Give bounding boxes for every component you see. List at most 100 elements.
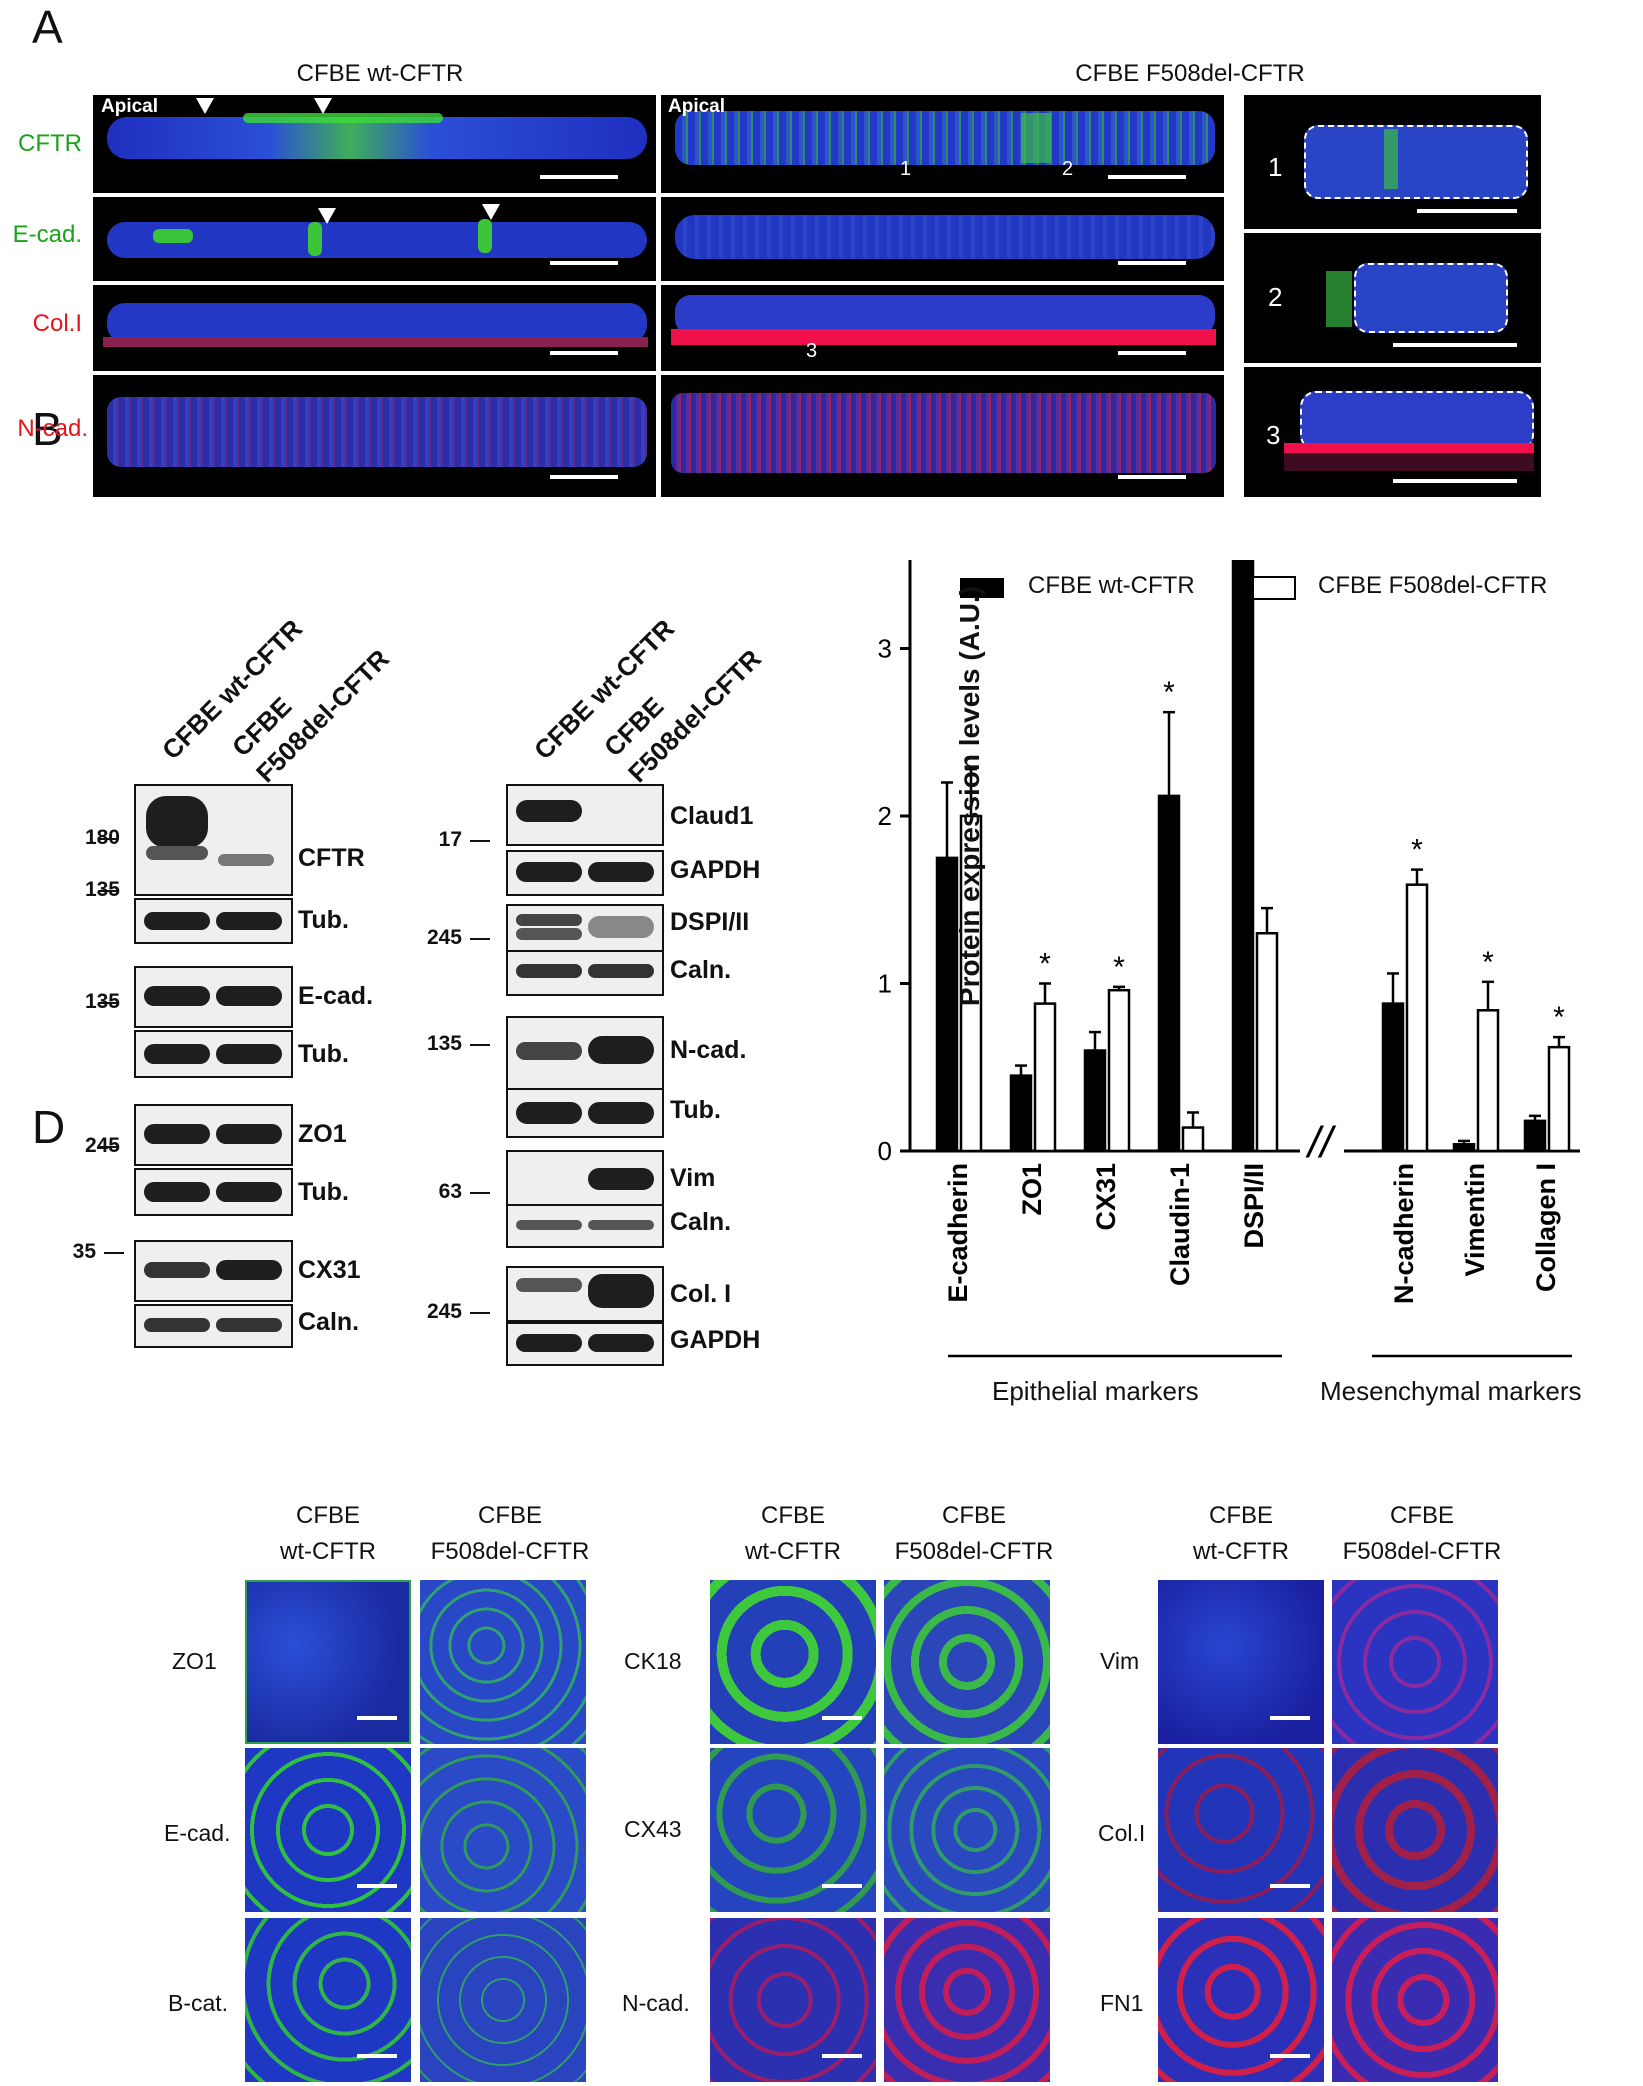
blot-claud1 — [506, 784, 664, 846]
arrowhead-icon — [318, 208, 336, 224]
arrowhead-icon — [482, 204, 500, 220]
bar — [1083, 1049, 1107, 1153]
apical-label-wt: Apical — [101, 96, 159, 117]
micrograph-wt-ncad — [93, 375, 656, 497]
zoom-label-3: 3 — [1266, 420, 1281, 450]
marker-1: 1 — [900, 158, 912, 180]
blot-label-cftr: CFTR — [298, 844, 365, 872]
arrowhead-icon — [314, 98, 332, 114]
mw-245: 245 — [84, 1134, 120, 1157]
blot-label-tub-2: Tub. — [298, 1040, 349, 1068]
significance-star: * — [1482, 946, 1494, 979]
micrograph-wt-cftr — [93, 95, 656, 193]
panel-a-row-cftr: CFTR — [18, 130, 82, 157]
tile-cx43-wt — [710, 1748, 876, 1912]
mw-tick — [98, 838, 118, 840]
zoom-label-1: 1 — [1268, 152, 1283, 182]
bar — [1547, 1045, 1571, 1153]
mw-63: 63 — [438, 1180, 462, 1203]
significance-star: * — [1039, 948, 1051, 981]
d3-row-fn1: FN1 — [1100, 1990, 1144, 2016]
blot-label-col1: Col. I — [670, 1280, 732, 1308]
blot-ncad — [506, 1016, 664, 1090]
marker-3: 3 — [806, 340, 818, 362]
d3-col1-bottom: wt-CFTR — [1193, 1538, 1289, 1565]
group-label-epithelial: Epithelial markers — [992, 1376, 1199, 1406]
apical-label-f508: Apical — [668, 96, 726, 117]
significance-star: * — [1163, 676, 1175, 709]
significance-star: * — [1553, 1001, 1565, 1034]
mw-180: 180 — [84, 826, 120, 849]
legend-label-wt: CFBE wt-CFTR — [1028, 572, 1195, 599]
tile-fn1-f508 — [1332, 1918, 1498, 2082]
mw-tick — [98, 1002, 118, 1004]
mw-tick — [104, 1252, 124, 1254]
panel-a-row-ecad: E-cad. — [12, 221, 82, 248]
d1-col2-top: CFBE — [477, 1502, 542, 1529]
bar-chart: 01234//E-cadherin*ZO1*CX31*Claudin-1*DSP… — [878, 560, 1580, 1358]
zoom-inset-1 — [1244, 95, 1541, 229]
blot-tub-3 — [134, 1168, 293, 1216]
mw-tick — [470, 938, 490, 940]
blot-label-caln-2: Caln. — [670, 956, 732, 984]
bar — [1009, 1074, 1033, 1153]
blot-label-gapdh-1: GAPDH — [670, 856, 761, 884]
blot-label-cx31: CX31 — [298, 1256, 361, 1284]
x-category-label: N-cadherin — [1389, 1163, 1419, 1304]
d3-col1-top: CFBE — [1208, 1502, 1273, 1529]
mw-17: 17 — [438, 828, 462, 851]
d2-col1-bottom: wt-CFTR — [745, 1538, 841, 1565]
d2-row-ncad: N-cad. — [622, 1990, 690, 2016]
d3-col2-bottom: F508del-CFTR — [1342, 1538, 1502, 1565]
d1-col1-bottom: wt-CFTR — [280, 1538, 376, 1565]
blot-vim — [506, 1150, 664, 1206]
significance-star: * — [1411, 834, 1423, 867]
panel-label-d: D — [32, 1101, 66, 1153]
blot-label-ncad: N-cad. — [670, 1036, 747, 1064]
d3-row-col: Col.I — [1098, 1820, 1146, 1846]
x-category-label: CX31 — [1091, 1163, 1121, 1231]
blot-col1 — [506, 1266, 664, 1322]
d3-col2-top: CFBE — [1389, 1502, 1454, 1529]
blot-label-dspi: DSPI/II — [670, 908, 750, 936]
bar — [1523, 1119, 1547, 1153]
micrograph-wt-ecad — [93, 197, 656, 281]
d2-row-cx43: CX43 — [624, 1816, 682, 1842]
blot-cftr — [134, 784, 293, 896]
mw-35: 35 — [72, 1240, 96, 1263]
d2-col2-top: CFBE — [941, 1502, 1006, 1529]
micrograph-f508-col — [661, 285, 1224, 371]
tile-ncad-wt — [710, 1918, 876, 2082]
tile-bcat-wt — [245, 1918, 411, 2082]
tile-fn1-wt — [1158, 1918, 1324, 2082]
bar — [1405, 883, 1429, 1153]
tile-col-wt — [1158, 1748, 1324, 1912]
mw-135-b: 135 — [84, 990, 120, 1013]
mw-tick — [470, 1192, 490, 1194]
mw-tick — [98, 890, 118, 892]
blot-label-gapdh-2: GAPDH — [670, 1326, 761, 1354]
d2-col1-top: CFBE — [760, 1502, 825, 1529]
mw-tick — [470, 1044, 490, 1046]
blot-zo1 — [134, 1104, 293, 1166]
tile-ck18-wt — [710, 1580, 876, 1744]
y-tick-label: 2 — [878, 801, 892, 831]
d1-col1-top: CFBE — [295, 1502, 360, 1529]
micrograph-wt-col — [93, 285, 656, 371]
y-tick-label: 1 — [878, 969, 892, 999]
blot-label-claud1: Claud1 — [670, 802, 754, 830]
arrowhead-icon — [196, 98, 214, 114]
mw-tick — [470, 1312, 490, 1314]
blot-tub-2 — [134, 1030, 293, 1078]
panel-a-header-f508: CFBE F508del-CFTR — [1075, 60, 1305, 87]
tile-col-f508 — [1332, 1748, 1498, 1912]
blot-gapdh-1 — [506, 850, 664, 896]
mw-tick — [98, 1146, 118, 1148]
blot-label-ecad: E-cad. — [298, 982, 374, 1010]
tile-bcat-f508 — [420, 1918, 586, 2082]
bar — [1157, 794, 1181, 1153]
tile-vim-wt — [1158, 1580, 1324, 1744]
mw-135-r: 135 — [426, 1032, 462, 1055]
blot-label-tub-1: Tub. — [298, 906, 349, 934]
x-category-label: DSPI/II — [1239, 1163, 1269, 1249]
